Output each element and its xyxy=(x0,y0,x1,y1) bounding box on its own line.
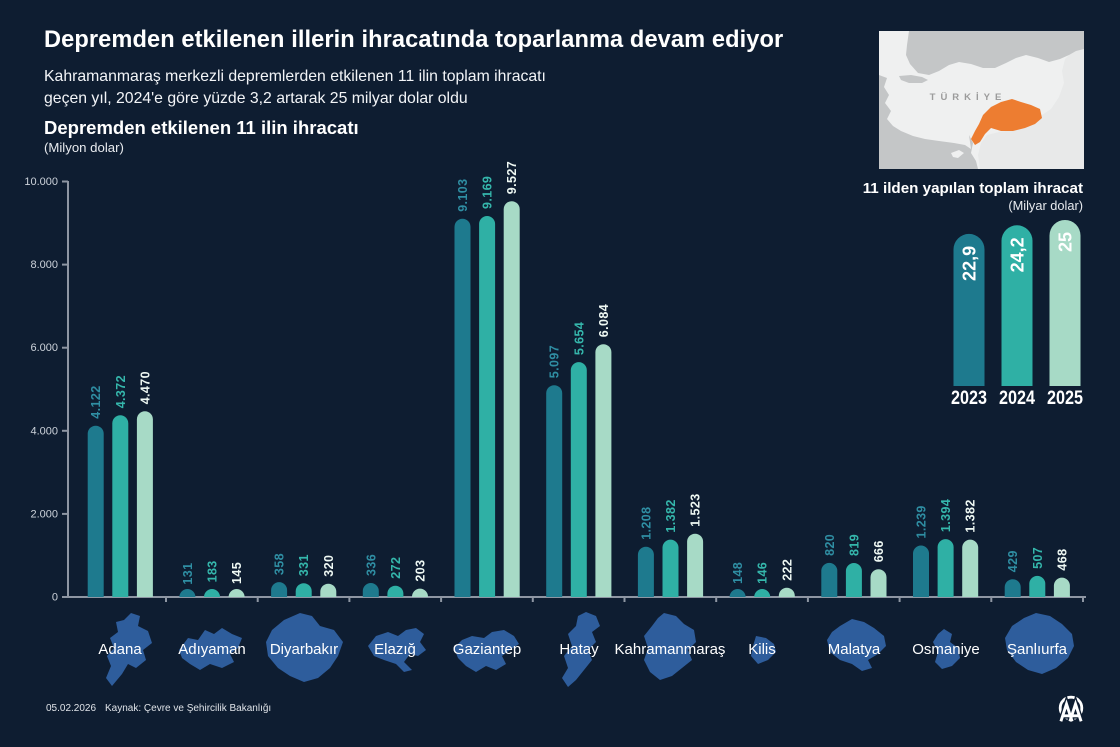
svg-text:25: 25 xyxy=(1056,232,1076,252)
svg-text:2023: 2023 xyxy=(951,388,987,409)
svg-text:320: 320 xyxy=(322,555,336,577)
svg-text:272: 272 xyxy=(389,557,403,579)
svg-text:468: 468 xyxy=(1055,549,1069,571)
svg-text:1.523: 1.523 xyxy=(689,493,703,526)
svg-text:1.208: 1.208 xyxy=(639,507,653,540)
svg-text:183: 183 xyxy=(206,560,220,582)
svg-text:145: 145 xyxy=(230,562,244,584)
svg-text:6.084: 6.084 xyxy=(597,304,611,337)
svg-text:203: 203 xyxy=(414,560,428,582)
svg-text:4.372: 4.372 xyxy=(114,375,128,408)
svg-text:131: 131 xyxy=(181,563,195,585)
svg-text:429: 429 xyxy=(1006,550,1020,572)
svg-text:22,9: 22,9 xyxy=(960,246,980,281)
svg-text:5.097: 5.097 xyxy=(548,345,562,378)
svg-text:6.000: 6.000 xyxy=(30,342,58,354)
svg-text:1.382: 1.382 xyxy=(664,499,678,532)
svg-text:2.000: 2.000 xyxy=(30,508,58,520)
svg-text:331: 331 xyxy=(297,554,311,576)
svg-text:9.103: 9.103 xyxy=(456,179,470,212)
svg-text:1.239: 1.239 xyxy=(915,505,929,538)
svg-text:336: 336 xyxy=(364,554,378,576)
svg-text:10.000: 10.000 xyxy=(24,176,58,188)
svg-text:2025: 2025 xyxy=(1047,388,1083,409)
svg-text:2024: 2024 xyxy=(999,388,1035,409)
svg-text:4.000: 4.000 xyxy=(30,425,58,437)
svg-text:4.122: 4.122 xyxy=(89,385,103,418)
svg-text:146: 146 xyxy=(756,562,770,584)
svg-text:8.000: 8.000 xyxy=(30,259,58,271)
svg-text:24,2: 24,2 xyxy=(1008,237,1028,272)
svg-text:358: 358 xyxy=(273,553,287,575)
svg-text:1.394: 1.394 xyxy=(939,499,953,532)
svg-text:TÜRKİYE: TÜRKİYE xyxy=(930,92,1007,103)
svg-text:1.382: 1.382 xyxy=(964,499,978,532)
svg-text:0: 0 xyxy=(52,592,58,604)
svg-text:4.470: 4.470 xyxy=(138,371,152,404)
svg-text:222: 222 xyxy=(780,559,794,581)
svg-text:507: 507 xyxy=(1031,547,1045,569)
svg-text:148: 148 xyxy=(731,562,745,584)
svg-text:9.169: 9.169 xyxy=(481,176,495,209)
svg-text:9.527: 9.527 xyxy=(505,161,519,194)
svg-text:5.654: 5.654 xyxy=(572,322,586,355)
svg-text:666: 666 xyxy=(872,540,886,562)
svg-text:819: 819 xyxy=(847,534,861,556)
svg-text:820: 820 xyxy=(823,534,837,556)
